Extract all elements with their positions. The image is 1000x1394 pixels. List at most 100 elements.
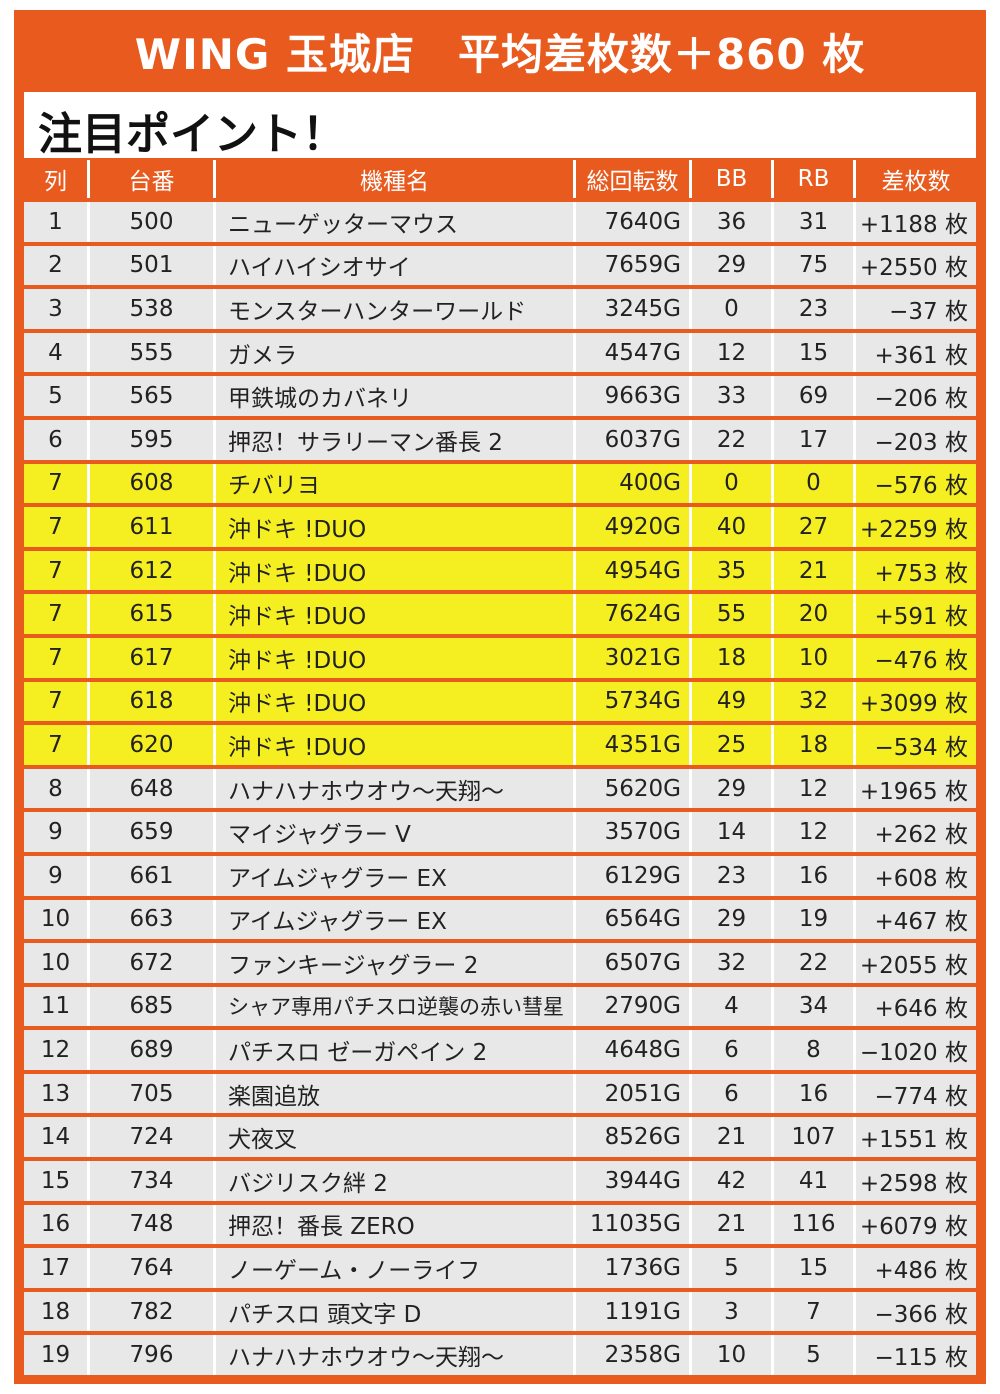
total-spins-cell: 4547G: [576, 332, 692, 373]
row-number-cell: 4: [24, 332, 90, 373]
bb-cell: 40: [692, 507, 774, 547]
rb-cell: 34: [774, 986, 856, 1027]
coin-diff-cell: −37 枚: [856, 289, 976, 329]
table-body: 1 500 ニューゲッターマウス 7640G 36 31 +1188 枚 2 501 ハイハイシオ…: [24, 202, 976, 1376]
column-header-total-spins: 総回転数: [576, 160, 692, 198]
bb-cell: 18: [692, 637, 774, 678]
table-row: 10 672 ファンキージャグラー 2 6507G 32 22 +2055 枚: [24, 943, 976, 983]
table-row: 7 617 沖ドキ !DUO 3021G 18 10 −476 枚: [24, 637, 976, 678]
table-row: 16 748 押忍！番長 ZERO 11035G 21 116 +6079 枚: [24, 1204, 976, 1245]
rb-cell: 116: [774, 1204, 856, 1245]
total-spins-cell: 4351G: [576, 725, 692, 765]
machine-number-cell: 620: [90, 725, 216, 765]
machine-number-cell: 659: [90, 812, 216, 852]
table-row: 4 555 ガメラ 4547G 12 15 +361 枚: [24, 332, 976, 373]
bb-cell: 25: [692, 725, 774, 765]
row-number-cell: 14: [24, 1117, 90, 1158]
poster-frame: WING 玉城店 平均差枚数＋860 枚 注目ポイント！ 列 台番 機種名 総回…: [14, 10, 986, 1384]
table-row: 7 611 沖ドキ !DUO 4920G 40 27 +2259 枚: [24, 507, 976, 547]
subheading-panel: 注目ポイント！: [24, 92, 976, 160]
table-row: 19 796 ハナハナホウオウ〜天翔〜 2358G 10 5 −115 枚: [24, 1335, 976, 1376]
machine-number-cell: 500: [90, 202, 216, 242]
rb-cell: 17: [774, 419, 856, 460]
bb-cell: 4: [692, 986, 774, 1027]
machine-number-cell: 705: [90, 1073, 216, 1114]
coin-diff-cell: +753 枚: [856, 550, 976, 591]
table-row: 3 538 モンスターハンターワールド 3245G 0 23 −37 枚: [24, 289, 976, 329]
row-number-cell: 10: [24, 899, 90, 940]
total-spins-cell: 6129G: [576, 855, 692, 896]
total-spins-cell: 7640G: [576, 202, 692, 242]
model-name-cell: ガメラ: [216, 332, 576, 373]
coin-diff-cell: +2259 枚: [856, 507, 976, 547]
total-spins-cell: 400G: [576, 463, 692, 504]
machine-data-table: 列 台番 機種名 総回転数 BB RB 差枚数 1 500 ニューゲッターマウス 76…: [24, 156, 976, 1379]
total-spins-cell: 1191G: [576, 1291, 692, 1332]
machine-number-cell: 685: [90, 986, 216, 1027]
coin-diff-cell: +262 枚: [856, 812, 976, 852]
coin-diff-cell: −534 枚: [856, 725, 976, 765]
rb-cell: 16: [774, 855, 856, 896]
table-row: 7 612 沖ドキ !DUO 4954G 35 21 +753 枚: [24, 550, 976, 591]
coin-diff-cell: +1965 枚: [856, 768, 976, 809]
model-name-cell: 甲鉄城のカバネリ: [216, 376, 576, 416]
coin-diff-cell: −774 枚: [856, 1073, 976, 1114]
total-spins-cell: 5620G: [576, 768, 692, 809]
table-row: 2 501 ハイハイシオサイ 7659G 29 75 +2550 枚: [24, 245, 976, 286]
row-number-cell: 7: [24, 507, 90, 547]
rb-cell: 23: [774, 289, 856, 329]
table-row: 12 689 パチスロ ゼーガペイン 2 4648G 6 8 −1020 枚: [24, 1030, 976, 1070]
model-name-cell: チバリヨ: [216, 463, 576, 504]
rb-cell: 5: [774, 1335, 856, 1376]
model-name-cell: アイムジャグラー EX: [216, 855, 576, 896]
machine-number-cell: 555: [90, 332, 216, 373]
rb-cell: 0: [774, 463, 856, 504]
rb-cell: 15: [774, 332, 856, 373]
table-row: 18 782 パチスロ 頭文字 D 1191G 3 7 −366 枚: [24, 1291, 976, 1332]
coin-diff-cell: +3099 枚: [856, 681, 976, 722]
machine-number-cell: 734: [90, 1161, 216, 1201]
row-number-cell: 18: [24, 1291, 90, 1332]
rb-cell: 31: [774, 202, 856, 242]
row-number-cell: 12: [24, 1030, 90, 1070]
coin-diff-cell: +486 枚: [856, 1248, 976, 1288]
machine-number-cell: 612: [90, 550, 216, 591]
table-row: 7 620 沖ドキ !DUO 4351G 25 18 −534 枚: [24, 725, 976, 765]
rb-cell: 18: [774, 725, 856, 765]
machine-number-cell: 501: [90, 245, 216, 286]
bb-cell: 21: [692, 1204, 774, 1245]
bb-cell: 0: [692, 289, 774, 329]
total-spins-cell: 7624G: [576, 594, 692, 634]
model-name-cell: パチスロ 頭文字 D: [216, 1291, 576, 1332]
bb-cell: 3: [692, 1291, 774, 1332]
row-number-cell: 15: [24, 1161, 90, 1201]
page-title: WING 玉城店 平均差枚数＋860 枚: [134, 29, 866, 79]
rb-cell: 107: [774, 1117, 856, 1158]
bb-cell: 32: [692, 943, 774, 983]
row-number-cell: 8: [24, 768, 90, 809]
total-spins-cell: 8526G: [576, 1117, 692, 1158]
total-spins-cell: 3021G: [576, 637, 692, 678]
model-name-cell: モンスターハンターワールド: [216, 289, 576, 329]
coin-diff-cell: −576 枚: [856, 463, 976, 504]
coin-diff-cell: +2055 枚: [856, 943, 976, 983]
total-spins-cell: 3944G: [576, 1161, 692, 1201]
model-name-cell: アイムジャグラー EX: [216, 899, 576, 940]
model-name-cell: 沖ドキ !DUO: [216, 637, 576, 678]
coin-diff-cell: +6079 枚: [856, 1204, 976, 1245]
rb-cell: 27: [774, 507, 856, 547]
model-name-cell: ハナハナホウオウ〜天翔〜: [216, 768, 576, 809]
bb-cell: 36: [692, 202, 774, 242]
coin-diff-cell: +646 枚: [856, 986, 976, 1027]
row-number-cell: 9: [24, 812, 90, 852]
subheading: 注目ポイント！: [38, 109, 346, 160]
bb-cell: 0: [692, 463, 774, 504]
table-row: 7 608 チバリヨ 400G 0 0 −576 枚: [24, 463, 976, 504]
total-spins-cell: 2358G: [576, 1335, 692, 1376]
machine-number-cell: 617: [90, 637, 216, 678]
model-name-cell: 押忍！番長 ZERO: [216, 1204, 576, 1245]
model-name-cell: 楽園追放: [216, 1073, 576, 1114]
row-number-cell: 7: [24, 463, 90, 504]
rb-cell: 22: [774, 943, 856, 983]
table-row: 1 500 ニューゲッターマウス 7640G 36 31 +1188 枚: [24, 202, 976, 242]
